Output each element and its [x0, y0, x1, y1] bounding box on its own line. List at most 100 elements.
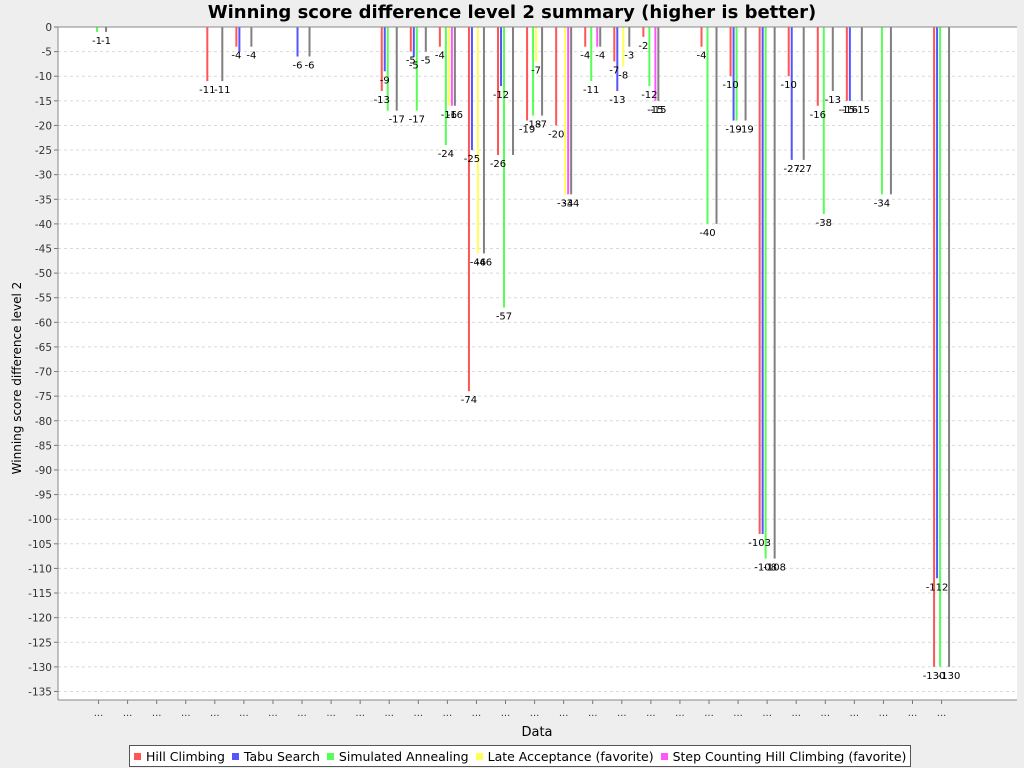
y-tick-label: -25 [35, 145, 52, 157]
y-tick-label: -100 [28, 514, 52, 526]
grid-lines [58, 51, 1017, 692]
bar [860, 27, 863, 101]
y-tick-label: -110 [28, 563, 52, 575]
legend-label: Late Acceptance (favorite) [487, 748, 654, 764]
y-tick-label: -80 [35, 416, 52, 428]
data-label: -5 [406, 56, 416, 67]
bar [221, 27, 224, 82]
data-label: -4 [246, 51, 256, 62]
data-label: -34 [563, 198, 579, 209]
bar [105, 27, 108, 32]
bar [787, 27, 790, 77]
data-label: -1 [101, 36, 111, 47]
data-label: -16 [842, 105, 858, 116]
y-axis-title: Winning score difference level 2 [10, 282, 24, 475]
data-label: -6 [305, 61, 315, 72]
legend-item: Late Acceptance (favorite) [475, 748, 654, 764]
legend-item: Step Counting Hill Climbing (favorite) [660, 749, 906, 764]
bar [790, 27, 793, 160]
data-label: -4 [435, 51, 445, 62]
data-label: -25 [464, 154, 480, 165]
bar [831, 27, 834, 91]
y-tick-label: -130 [28, 662, 52, 674]
data-label: -27 [784, 164, 800, 175]
y-tick-label: -50 [35, 268, 52, 280]
data-label: -5 [409, 61, 419, 72]
x-tick-label: ... [821, 708, 831, 719]
data-label: -130 [923, 671, 946, 682]
data-label: -15 [854, 105, 870, 116]
plot-area [58, 27, 1017, 700]
bar [848, 27, 851, 101]
legend-swatch [660, 752, 668, 760]
bar [822, 27, 825, 215]
x-tick-label: ... [791, 708, 801, 719]
data-label: -11 [199, 85, 215, 96]
bar [657, 27, 660, 101]
bar [482, 27, 485, 254]
bars [96, 27, 951, 667]
bar [700, 27, 703, 47]
bar [948, 27, 951, 667]
data-label: -57 [496, 312, 512, 323]
data-label: -15 [650, 105, 666, 116]
y-tick-label: -105 [28, 539, 52, 551]
bar [715, 27, 718, 224]
bar [613, 27, 616, 62]
legend-item: Tabu Search [231, 749, 320, 764]
data-label: -24 [438, 149, 454, 160]
x-tick-label: ... [472, 708, 482, 719]
data-label: -19 [519, 125, 535, 136]
x-tick-label: ... [239, 708, 249, 719]
y-tick-label: -5 [42, 47, 52, 59]
data-label: -1 [92, 36, 102, 47]
bar [476, 27, 479, 254]
bar [467, 27, 470, 392]
bar [470, 27, 473, 151]
bar [802, 27, 805, 160]
x-tick-label: ... [443, 708, 453, 719]
bar [497, 27, 500, 155]
bar [296, 27, 299, 57]
y-tick-label: -115 [28, 588, 52, 600]
data-label: -17 [409, 115, 425, 126]
bar [567, 27, 570, 195]
data-label: -18 [525, 120, 541, 131]
data-label: -4 [595, 51, 605, 62]
x-tick-label: ... [879, 708, 889, 719]
data-label: -9 [380, 75, 390, 86]
data-label: -34 [557, 198, 573, 209]
bar [250, 27, 253, 47]
x-tick-label: ... [908, 708, 918, 719]
bar [415, 27, 418, 111]
x-tick-label: ... [297, 708, 307, 719]
data-label: -6 [293, 61, 303, 72]
y-tick-label: -20 [35, 120, 52, 132]
bar [570, 27, 573, 195]
bar [642, 27, 645, 37]
bar [773, 27, 776, 559]
x-tick-label: ... [675, 708, 685, 719]
x-tick-label: ... [268, 708, 278, 719]
data-label: -34 [874, 198, 890, 209]
x-tick-label: ... [414, 708, 424, 719]
bar [732, 27, 735, 121]
x-tick-label: ... [733, 708, 743, 719]
data-label: -46 [470, 257, 486, 268]
bar [453, 27, 456, 106]
y-tick-label: -70 [35, 367, 52, 379]
y-tick-label: -60 [35, 317, 52, 329]
data-label: -16 [441, 110, 457, 121]
bar [599, 27, 602, 47]
bar [424, 27, 427, 52]
bar [380, 27, 383, 91]
data-label: -16 [447, 110, 463, 121]
x-tick-label: ... [210, 708, 220, 719]
bar [238, 27, 241, 52]
data-label: -17 [389, 115, 405, 126]
x-tick-label: ... [646, 708, 656, 719]
bar [648, 27, 651, 87]
data-label: -40 [699, 228, 715, 239]
data-label: -4 [231, 51, 241, 62]
